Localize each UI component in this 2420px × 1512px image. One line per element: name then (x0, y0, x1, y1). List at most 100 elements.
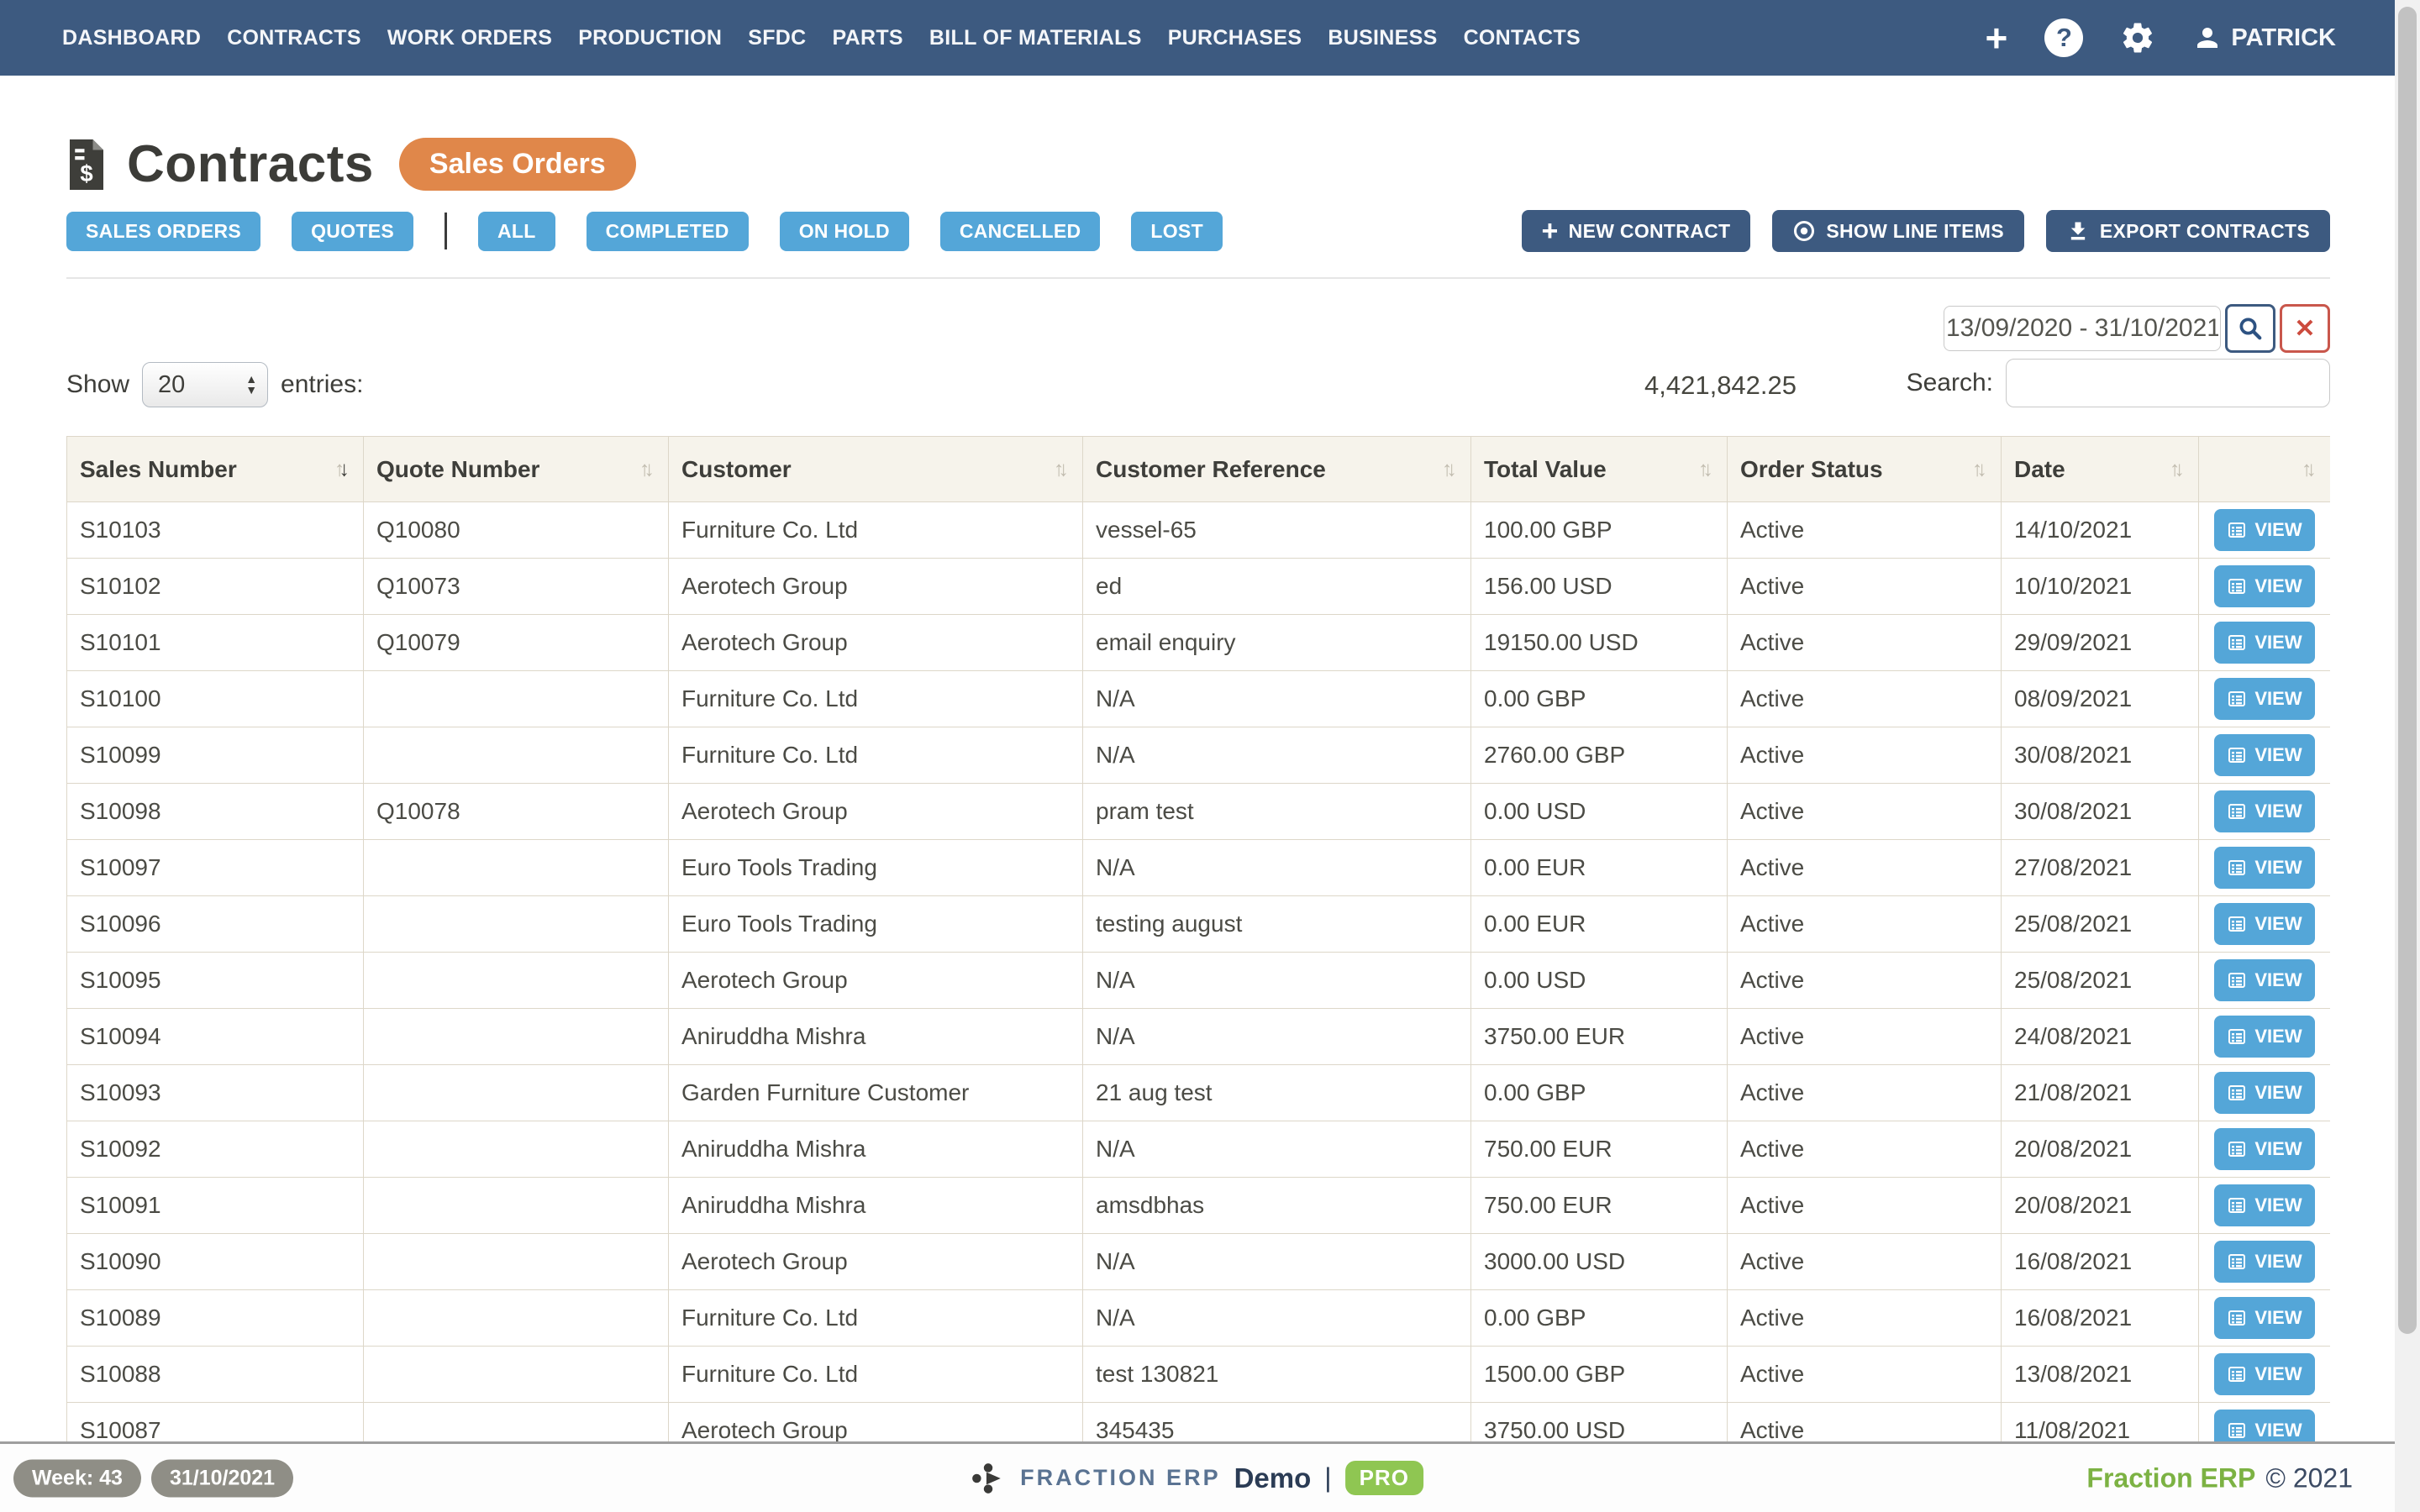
page-size-select[interactable]: 20 ▲ ▼ (142, 362, 269, 407)
view-button[interactable]: VIEW (2214, 790, 2315, 832)
sales-number-cell: S10090 (66, 1233, 364, 1290)
column-header[interactable]: Customer ↑↓ (668, 436, 1083, 502)
customer-reference-cell: pram test (1082, 783, 1471, 840)
customer-cell: Furniture Co. Ltd (668, 727, 1083, 784)
demo-label: Demo (1234, 1462, 1312, 1494)
column-header[interactable]: Total Value ↑↓ (1470, 436, 1728, 502)
table-row: S10096 Euro Tools Trading testing august… (66, 895, 2330, 953)
action-cell: VIEW (2198, 558, 2330, 615)
date-cell: 25/08/2021 (2001, 952, 2199, 1009)
brand-name: FRACTION ERP (1020, 1465, 1221, 1490)
filter-status-button[interactable]: ON HOLD (779, 211, 909, 251)
user-menu[interactable]: PATRICK (2192, 23, 2336, 53)
column-header[interactable]: Customer Reference ↑↓ (1082, 436, 1471, 502)
date-clear-button[interactable]: ✕ (2280, 304, 2330, 353)
order-status-cell: Active (1727, 1289, 2002, 1347)
footer-bar: Week: 43 31/10/2021 FRACTION ERP Demo | … (0, 1441, 2395, 1512)
customer-reference-cell: email enquiry (1082, 614, 1471, 671)
add-icon[interactable]: + (1985, 16, 2008, 60)
nav-item[interactable]: SFDC (748, 25, 807, 50)
sales-number-cell: S10093 (66, 1064, 364, 1121)
action-cell: VIEW (2198, 1064, 2330, 1121)
customer-reference-cell: vessel-65 (1082, 501, 1471, 559)
nav-item[interactable]: BILL OF MATERIALS (929, 25, 1142, 50)
quote-number-cell (363, 1008, 669, 1065)
filter-status-button[interactable]: CANCELLED (939, 211, 1101, 251)
action-cell: VIEW (2198, 501, 2330, 559)
customer-cell: Furniture Co. Ltd (668, 1289, 1083, 1347)
nav-item[interactable]: BUSINESS (1328, 25, 1438, 50)
view-button[interactable]: VIEW (2214, 1184, 2315, 1226)
list-icon (2228, 1142, 2246, 1157)
table-row: S10100 Furniture Co. Ltd N/A 0.00 GBP Ac… (66, 670, 2330, 727)
list-icon (2228, 635, 2246, 650)
select-stepper-icon: ▲ ▼ (245, 372, 258, 396)
view-button[interactable]: VIEW (2214, 509, 2315, 551)
show-line-items-button[interactable]: SHOW LINE ITEMS (1772, 210, 2024, 252)
table-row: S10092 Aniruddha Mishra N/A 750.00 EUR A… (66, 1121, 2330, 1178)
date-search-button[interactable] (2225, 304, 2275, 353)
quote-number-cell (363, 952, 669, 1009)
view-button[interactable]: VIEW (2214, 1241, 2315, 1283)
date-cell: 27/08/2021 (2001, 839, 2199, 896)
nav-item[interactable]: CONTACTS (1463, 25, 1581, 50)
column-header[interactable]: Date ↑↓ (2001, 436, 2199, 502)
view-button[interactable]: VIEW (2214, 1410, 2315, 1441)
view-button[interactable]: VIEW (2214, 565, 2315, 607)
column-header[interactable]: Order Status ↑↓ (1727, 436, 2002, 502)
settings-gear-icon[interactable] (2120, 20, 2155, 55)
date-cell: 08/09/2021 (2001, 670, 2199, 727)
filter-status-button[interactable]: ALL (478, 211, 555, 251)
view-button[interactable]: VIEW (2214, 1072, 2315, 1114)
column-header[interactable]: Quote Number ↑↓ (363, 436, 669, 502)
order-status-cell: Active (1727, 1233, 2002, 1290)
contract-document-icon: $ (66, 139, 107, 190)
view-button[interactable]: VIEW (2214, 959, 2315, 1001)
sales-number-cell: S10094 (66, 1008, 364, 1065)
nav-item[interactable]: WORK ORDERS (387, 25, 553, 50)
search-input[interactable] (2006, 359, 2330, 407)
nav-item[interactable]: CONTRACTS (227, 25, 361, 50)
view-button[interactable]: VIEW (2214, 678, 2315, 720)
list-icon (2228, 691, 2246, 706)
help-icon[interactable]: ? (2044, 18, 2084, 57)
table-row: S10091 Aniruddha Mishra amsdbhas 750.00 … (66, 1177, 2330, 1234)
nav-item[interactable]: PRODUCTION (578, 25, 723, 50)
list-icon (2228, 1310, 2246, 1326)
view-button[interactable]: VIEW (2214, 1297, 2315, 1339)
view-button[interactable]: VIEW (2214, 1128, 2315, 1170)
view-button[interactable]: VIEW (2214, 903, 2315, 945)
nav-tools: + ? PATRICK (1986, 18, 2336, 57)
filter-status-button[interactable]: LOST (1131, 211, 1223, 251)
view-button[interactable]: VIEW (2214, 1016, 2315, 1058)
filter-status-button[interactable]: COMPLETED (586, 211, 749, 251)
export-contracts-button[interactable]: EXPORT CONTRACTS (2045, 210, 2330, 252)
action-cell: VIEW (2198, 1008, 2330, 1065)
scrollbar-thumb[interactable] (2398, 7, 2417, 1334)
order-status-cell: Active (1727, 783, 2002, 840)
list-icon (2228, 973, 2246, 988)
column-header[interactable]: ↑↓ (2198, 436, 2330, 502)
view-button[interactable]: VIEW (2214, 734, 2315, 776)
total-value-cell: 750.00 EUR (1470, 1177, 1728, 1234)
nav-item[interactable]: DASHBOARD (62, 25, 202, 50)
view-button[interactable]: VIEW (2214, 622, 2315, 664)
quote-number-cell (363, 727, 669, 784)
nav-item[interactable]: PARTS (832, 25, 903, 50)
filter-type-button[interactable]: SALES ORDERS (66, 211, 261, 251)
column-header[interactable]: Sales Number ↑↓ (66, 436, 364, 502)
date-cell: 11/08/2021 (2001, 1402, 2199, 1441)
filter-type-button[interactable]: QUOTES (292, 211, 413, 251)
quote-number-cell (363, 839, 669, 896)
date-range-input[interactable] (1944, 306, 2221, 351)
view-button[interactable]: VIEW (2214, 847, 2315, 889)
customer-reference-cell: 345435 (1082, 1402, 1471, 1441)
table-row: S10103 Q10080 Furniture Co. Ltd vessel-6… (66, 501, 2330, 559)
customer-reference-cell: N/A (1082, 1121, 1471, 1178)
view-button[interactable]: VIEW (2214, 1353, 2315, 1395)
sales-number-cell: S10098 (66, 783, 364, 840)
vertical-scrollbar[interactable] (2395, 0, 2420, 1512)
show-label: Show (66, 370, 130, 398)
nav-item[interactable]: PURCHASES (1167, 25, 1302, 50)
new-contract-button[interactable]: + NEW CONTRACT (1521, 210, 1751, 252)
